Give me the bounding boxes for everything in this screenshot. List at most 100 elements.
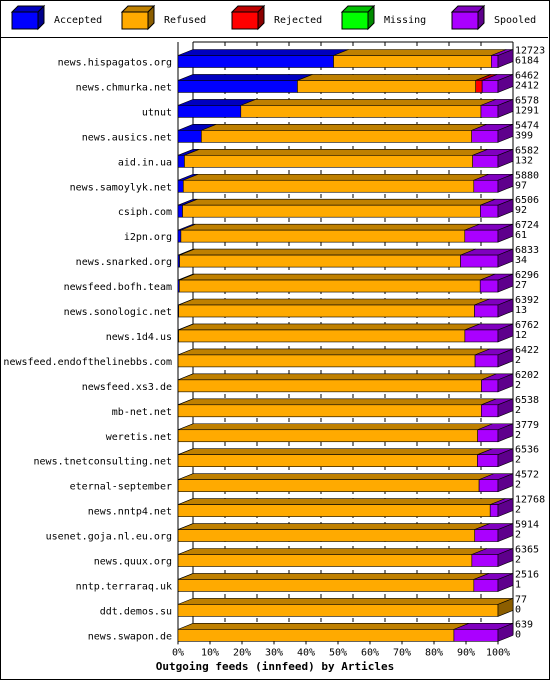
x-tick-label: 100%	[486, 647, 510, 658]
x-tick-label: 90%	[457, 647, 475, 658]
x-tick-label: 70%	[393, 647, 411, 658]
bar-spooled	[479, 279, 499, 293]
legend-item-spooled: Spooled	[450, 4, 536, 31]
bar-group	[177, 348, 514, 368]
bar-group	[177, 98, 514, 118]
total-label: 6762	[515, 320, 539, 331]
accepted-count-label: 2	[515, 355, 521, 366]
legend-item-rejected: Rejected	[230, 4, 322, 31]
bar-spooled	[477, 454, 499, 468]
bar-refused	[177, 579, 475, 592]
x-tick-label: 10%	[201, 647, 219, 658]
bar-refused	[177, 429, 478, 443]
bar-group	[177, 473, 514, 493]
category-label: news.hispagatos.org	[58, 58, 172, 69]
category-label: news.nntp4.net	[88, 507, 172, 518]
bar-refused	[177, 629, 455, 642]
total-label: 5474	[515, 120, 539, 131]
legend-label: Accepted	[54, 15, 102, 26]
bar-refused	[177, 454, 478, 468]
bar-refused	[177, 354, 476, 368]
bar-side	[497, 473, 514, 493]
x-tick-label: 60%	[361, 647, 379, 658]
bar-refused-top	[177, 348, 491, 356]
category-label: news.swapon.de	[88, 631, 172, 642]
bar-accepted	[177, 204, 183, 218]
bar-group	[177, 373, 514, 393]
category-label: news.quux.org	[94, 557, 172, 568]
bar-accepted-top	[177, 74, 313, 81]
total-label: 12768	[515, 495, 545, 506]
total-label: 6422	[515, 345, 539, 356]
category-label: news.tnetconsulting.net	[34, 457, 172, 468]
purple-cube-icon	[451, 11, 479, 30]
orange-cube-icon	[147, 4, 155, 31]
bar-refused	[182, 204, 481, 218]
accepted-count-label: 61	[515, 230, 527, 241]
bar-spooled	[480, 204, 499, 218]
category-label: news.samoylyk.net	[70, 182, 172, 193]
bar-refused-top	[177, 523, 490, 530]
bar-refused	[177, 604, 499, 617]
bar-group	[177, 398, 514, 418]
bar-side	[497, 49, 514, 68]
bar-spooled	[489, 504, 499, 517]
bar-spooled	[473, 579, 499, 592]
accepted-count-label: 2	[515, 530, 521, 541]
bar-spooled	[481, 80, 499, 93]
legend-label: Missing	[384, 15, 426, 26]
bar-side	[497, 273, 514, 293]
bar-refused	[297, 80, 477, 93]
bar-side	[497, 398, 514, 418]
category-label: mb-net.net	[112, 407, 172, 418]
total-label: 3779	[515, 420, 539, 431]
bar-side	[497, 298, 514, 318]
bar-refused-top	[178, 323, 480, 331]
bar-refused	[184, 155, 473, 168]
bar-side	[497, 622, 514, 642]
bar-spooled	[474, 354, 499, 368]
bar-group	[177, 573, 514, 592]
purple-cube-icon	[477, 4, 485, 31]
category-label: ddt.demos.su	[100, 606, 172, 617]
bar-spooled	[478, 479, 499, 492]
bar-spooled	[471, 130, 499, 143]
bar-spooled	[474, 304, 499, 318]
bar-refused-top	[179, 273, 496, 281]
accepted-count-label: 0	[515, 604, 521, 615]
total-label: 639	[515, 619, 533, 630]
bar-refused	[179, 254, 461, 268]
bar-refused-top	[182, 198, 496, 206]
legend-label: Refused	[164, 15, 206, 26]
bar-refused-top	[201, 124, 487, 131]
bar-refused-top	[178, 473, 495, 480]
bar-spooled	[481, 379, 499, 393]
bar-group	[177, 148, 514, 168]
bar-refused-top	[177, 398, 497, 406]
bar-side	[497, 248, 514, 268]
total-label: 12723	[515, 46, 545, 57]
total-label: 6536	[515, 445, 539, 456]
bar-group	[177, 173, 514, 193]
x-tick-label: 40%	[297, 647, 315, 658]
bar-refused	[240, 105, 482, 118]
accepted-count-label: 132	[515, 155, 533, 166]
bar-spooled	[477, 429, 499, 443]
accepted-count-label: 2	[515, 405, 521, 416]
total-label: 2516	[515, 569, 539, 580]
category-label: utnut	[142, 107, 172, 118]
bar-group	[177, 448, 514, 468]
bar-refused-top	[180, 223, 480, 231]
bar-accepted	[177, 229, 182, 243]
category-label: newsfeed.endofthelinebbs.com	[3, 357, 172, 368]
total-label: 6392	[515, 295, 539, 306]
bar-side	[497, 373, 514, 393]
bar-group	[177, 298, 514, 318]
bar-refused-top	[177, 498, 506, 505]
green-cube-icon	[367, 4, 375, 31]
bar-refused-top	[177, 373, 497, 381]
bar-side	[497, 173, 514, 193]
legend-item-accepted: Accepted	[10, 4, 102, 31]
red-cube-icon	[257, 4, 265, 31]
